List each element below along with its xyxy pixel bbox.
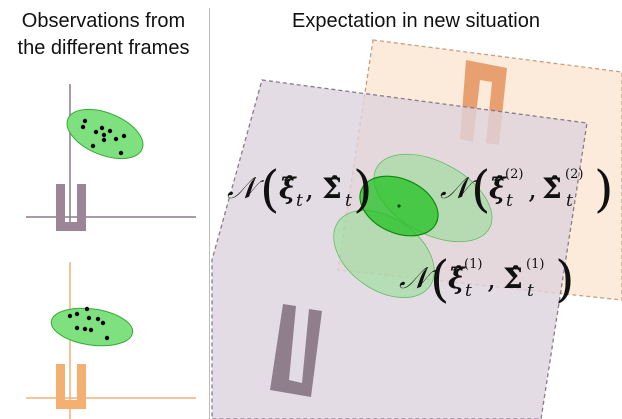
- formula-frame1-sigma: Σ̂: [503, 262, 523, 295]
- svg-text:(: (: [430, 250, 450, 308]
- formula-frame1-xi: ξ̂: [448, 262, 466, 295]
- observation-frame1: [26, 84, 196, 231]
- observation-frame2: [26, 262, 196, 419]
- formula-frame2-xi-sub: t: [506, 191, 513, 211]
- frame1-datapoints: [80, 118, 127, 156]
- product-gaussian-center: [397, 204, 401, 208]
- formula-product-sigma: Σ̂: [322, 172, 342, 205]
- svg-text:): ): [594, 160, 614, 218]
- formula-frame2-sigma: Σ̂: [542, 172, 562, 205]
- frame2-datapoints: [67, 306, 110, 341]
- frame1-u-icon-rotated: [270, 304, 322, 397]
- formula-frame2: 𝒩 ( ξ̂ (2) t , Σ̂ (2) t ): [440, 160, 614, 218]
- frame2-gaussian-ellipse: [50, 307, 134, 347]
- svg-text:(: (: [471, 160, 491, 218]
- frame1-region: [211, 79, 588, 419]
- formula-frame1-sigma-sup: (1): [526, 257, 544, 272]
- formula-frame1: 𝒩 ( ξ̂ (1) t , Σ̂ (1) t ): [399, 250, 575, 308]
- svg-text:,: ,: [305, 172, 314, 205]
- panel-divider: [209, 8, 210, 419]
- formula-frame1-xi-sub: t: [465, 281, 472, 301]
- formula-frame2-sigma-sup: (2): [565, 167, 583, 182]
- formula-frame2-xi: ξ̂: [489, 172, 507, 205]
- frame1-u-icon: [56, 184, 86, 231]
- expectation-scene: 𝒩 ( ξ̂ t , Σ̂ t ) 𝒩 ( ξ̂ (2) t , Σ̂ (2) …: [211, 39, 622, 419]
- left-title-line2: the different frames: [17, 37, 190, 59]
- left-panel-title: Observations from the different frames: [0, 8, 207, 62]
- formula-frame2-sigma-sub: t: [566, 191, 573, 211]
- formula-product-sigma-sub: t: [345, 191, 352, 211]
- formula-product-xi-sub: t: [296, 191, 303, 211]
- left-title-line1: Observations from: [21, 10, 186, 32]
- formula-frame2-xi-sup: (2): [505, 167, 523, 182]
- svg-text:,: ,: [528, 172, 537, 205]
- frame2-u-icon: [56, 364, 86, 409]
- formula-frame1-xi-sup: (1): [464, 257, 482, 272]
- right-panel-title: Expectation in new situation: [292, 10, 540, 32]
- svg-text:): ): [555, 250, 575, 308]
- svg-text:,: ,: [487, 262, 496, 295]
- formula-product: 𝒩 ( ξ̂ t , Σ̂ t ): [227, 160, 373, 218]
- formula-product-xi: ξ̂: [279, 172, 297, 205]
- svg-text:): ): [353, 160, 373, 218]
- svg-text:(: (: [260, 160, 280, 218]
- formula-frame1-sigma-sub: t: [527, 281, 534, 301]
